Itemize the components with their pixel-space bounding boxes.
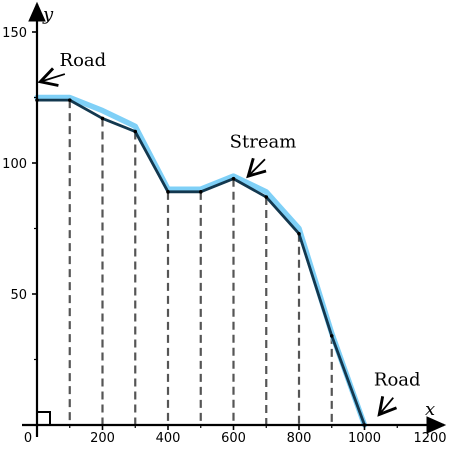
x-tick-label-400: 400 — [156, 431, 181, 446]
y-tick-label-100: 100 — [2, 157, 27, 172]
data-point-x-500 — [198, 190, 203, 194]
x-tick-label-600: 600 — [221, 431, 246, 446]
annotations: Road Stream Road — [37, 50, 421, 417]
x-tick-label-0: 0 — [24, 431, 32, 446]
x-tick-label-1200: 1200 — [413, 431, 446, 446]
annotation-arrow-1 — [37, 67, 66, 87]
annotation-arrow-3 — [377, 396, 398, 417]
y-axis-name: y — [42, 4, 54, 25]
y-tick-label-150: 150 — [2, 26, 27, 41]
annotation-label-1: Road — [60, 50, 107, 71]
annotation-arrow-2 — [246, 157, 267, 179]
x-axis-name: x — [425, 399, 435, 420]
x-tick-label-200: 200 — [90, 431, 115, 446]
data-point-x-900 — [329, 334, 334, 338]
vertical-dash-lines — [68, 100, 333, 425]
right-angle-marker — [37, 411, 51, 425]
data-point-x-200 — [100, 116, 105, 121]
y-tick-label-50: 50 — [10, 288, 27, 303]
data-point-x-600 — [231, 176, 236, 181]
data-point-x-300 — [133, 129, 138, 134]
data-point-x-700 — [264, 195, 269, 199]
annotation-label-3: Road — [374, 370, 421, 391]
x-tick-label-800: 800 — [287, 431, 312, 446]
annotation-label-2: Stream — [230, 131, 297, 152]
x-tick-label-1000: 1000 — [348, 431, 381, 446]
data-point-x-800 — [297, 231, 301, 236]
data-point-x-100 — [67, 98, 72, 102]
tick-marks-and-labels: 0 200 400 600 800 1000 1200 50 100 150 — [2, 26, 446, 446]
data-point-x-400 — [166, 190, 170, 194]
